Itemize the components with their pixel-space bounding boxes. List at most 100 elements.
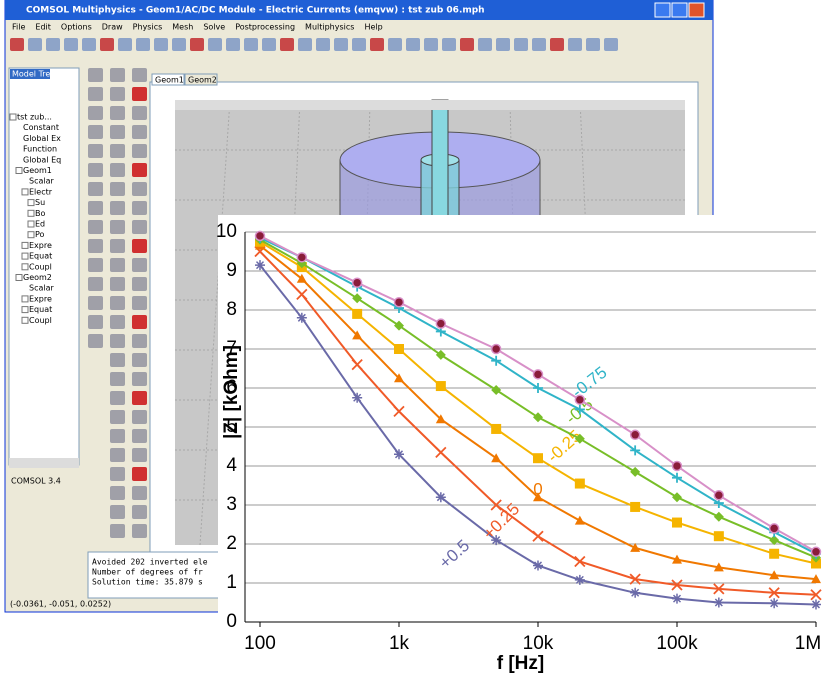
tool-button[interactable] — [88, 277, 103, 291]
tool-button[interactable] — [110, 486, 125, 500]
tool-button[interactable] — [110, 144, 125, 158]
tool-button[interactable] — [132, 353, 147, 367]
menu-item[interactable]: Draw — [102, 23, 123, 32]
tool-button[interactable] — [110, 182, 125, 196]
tool-button[interactable] — [316, 38, 330, 51]
tree-item[interactable]: Scalar — [29, 177, 55, 186]
tree-item[interactable]: Geom1 — [23, 166, 52, 175]
tool-button[interactable] — [82, 38, 96, 51]
tool-button[interactable] — [442, 38, 456, 51]
menu-item[interactable]: Postprocessing — [235, 23, 295, 32]
tree-expander[interactable] — [22, 307, 28, 313]
tool-button[interactable] — [132, 258, 147, 272]
menu-item[interactable]: Physics — [133, 23, 163, 32]
tree-expander[interactable] — [22, 296, 28, 302]
tool-button[interactable] — [110, 258, 125, 272]
tool-button[interactable] — [110, 277, 125, 291]
tool-button[interactable] — [604, 38, 618, 51]
tree-item[interactable]: Su — [35, 198, 45, 207]
tree-item[interactable]: Electr — [29, 187, 53, 196]
tree-item[interactable]: Equat — [29, 252, 52, 261]
tool-button[interactable] — [352, 38, 366, 51]
tool-button[interactable] — [110, 410, 125, 424]
tool-button[interactable] — [64, 38, 78, 51]
tool-button[interactable] — [110, 201, 125, 215]
tool-button[interactable] — [496, 38, 510, 51]
tab-label[interactable]: Geom1 — [155, 76, 184, 85]
tool-button[interactable] — [110, 391, 125, 405]
tree-expander[interactable] — [10, 114, 16, 120]
tool-button[interactable] — [208, 38, 222, 51]
tool-button[interactable] — [110, 429, 125, 443]
tool-button[interactable] — [100, 38, 114, 51]
tree-item[interactable]: Coupl — [29, 262, 52, 271]
maximize-button[interactable] — [672, 3, 687, 17]
tool-button[interactable] — [28, 38, 42, 51]
tree-expander[interactable] — [28, 200, 34, 206]
tool-button[interactable] — [110, 467, 125, 481]
tree-item[interactable]: tst zub... — [17, 113, 52, 122]
tree-expander[interactable] — [22, 189, 28, 195]
tool-button[interactable] — [280, 38, 294, 51]
tool-button[interactable] — [226, 38, 240, 51]
tool-button[interactable] — [532, 38, 546, 51]
tree-item[interactable]: Constant — [23, 123, 59, 132]
tool-button[interactable] — [298, 38, 312, 51]
tool-button[interactable] — [88, 106, 103, 120]
tool-button[interactable] — [110, 448, 125, 462]
tree-expander[interactable] — [16, 275, 22, 281]
tool-button[interactable] — [10, 38, 24, 51]
tool-button[interactable] — [334, 38, 348, 51]
tool-button[interactable] — [110, 68, 125, 82]
tree-expander[interactable] — [22, 264, 28, 270]
tree-expander[interactable] — [22, 242, 28, 248]
tool-button[interactable] — [110, 372, 125, 386]
tree-item[interactable]: Global Eq — [23, 155, 61, 164]
tool-button[interactable] — [132, 239, 147, 253]
tree-item[interactable]: Geom2 — [23, 273, 52, 282]
tool-button[interactable] — [244, 38, 258, 51]
tool-button[interactable] — [132, 467, 147, 481]
tree-item[interactable]: Function — [23, 145, 57, 154]
menu-item[interactable]: Mesh — [172, 23, 193, 32]
tool-button[interactable] — [110, 87, 125, 101]
tool-button[interactable] — [568, 38, 582, 51]
tool-button[interactable] — [132, 87, 147, 101]
tool-button[interactable] — [46, 38, 60, 51]
tree-expander[interactable] — [22, 317, 28, 323]
tool-button[interactable] — [190, 38, 204, 51]
tool-button[interactable] — [132, 296, 147, 310]
tool-button[interactable] — [88, 296, 103, 310]
tool-button[interactable] — [406, 38, 420, 51]
tool-button[interactable] — [132, 505, 147, 519]
tool-button[interactable] — [110, 505, 125, 519]
tool-button[interactable] — [370, 38, 384, 51]
tool-button[interactable] — [132, 334, 147, 348]
tool-button[interactable] — [132, 315, 147, 329]
tool-button[interactable] — [110, 163, 125, 177]
close-button[interactable] — [689, 3, 704, 17]
tool-button[interactable] — [88, 182, 103, 196]
tool-button[interactable] — [132, 125, 147, 139]
tool-button[interactable] — [132, 372, 147, 386]
tool-button[interactable] — [132, 429, 147, 443]
tool-button[interactable] — [132, 163, 147, 177]
tool-button[interactable] — [132, 201, 147, 215]
tool-button[interactable] — [172, 38, 186, 51]
tool-button[interactable] — [110, 125, 125, 139]
minimize-button[interactable] — [655, 3, 670, 17]
tree-expander[interactable] — [22, 253, 28, 259]
tree-item[interactable]: Ed — [35, 220, 45, 229]
tool-button[interactable] — [88, 315, 103, 329]
tool-button[interactable] — [110, 220, 125, 234]
tool-button[interactable] — [88, 258, 103, 272]
tool-button[interactable] — [132, 391, 147, 405]
tool-button[interactable] — [132, 448, 147, 462]
tool-button[interactable] — [88, 68, 103, 82]
tool-button[interactable] — [132, 410, 147, 424]
tool-button[interactable] — [388, 38, 402, 51]
tool-button[interactable] — [132, 106, 147, 120]
menu-item[interactable]: Solve — [203, 23, 225, 32]
tool-button[interactable] — [110, 334, 125, 348]
tool-button[interactable] — [110, 524, 125, 538]
